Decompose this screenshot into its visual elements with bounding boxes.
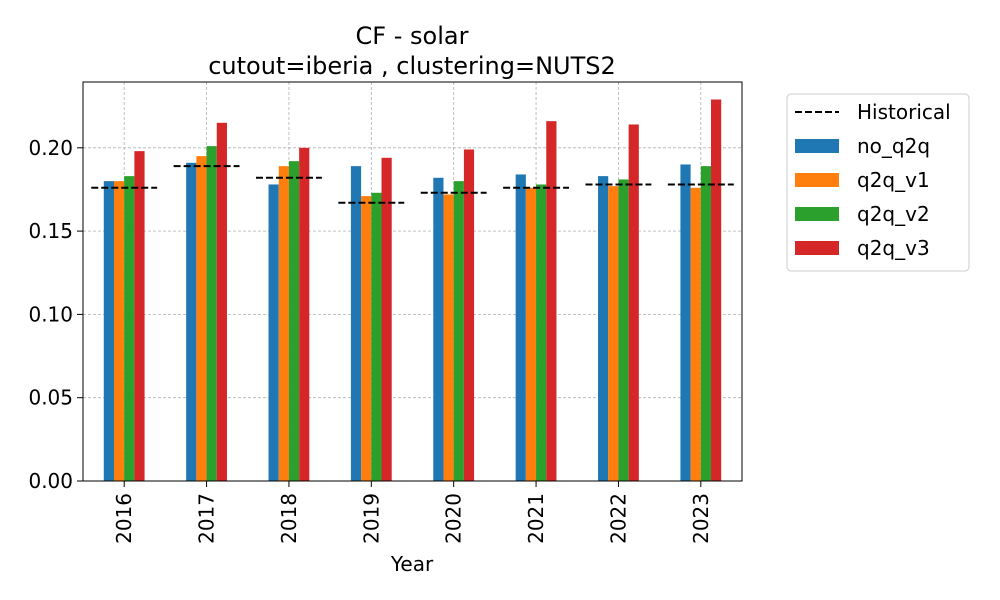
- bar-q2q_v1-2019: [361, 196, 372, 481]
- plot-frame: [82, 81, 743, 482]
- bar-q2q_v3-2018: [299, 147, 310, 481]
- x-tick-label: 2022: [606, 493, 630, 544]
- bar-q2q_v2-2020: [453, 181, 464, 482]
- x-tick-label: 2019: [359, 493, 383, 544]
- legend-frame: [786, 93, 970, 272]
- bar-q2q_v3-2017: [216, 122, 227, 481]
- x-tick-label: 2021: [524, 493, 548, 544]
- x-tick-label: 2023: [689, 493, 713, 544]
- bar-q2q_v3-2023: [711, 99, 722, 482]
- legend-label-q2q_v2: q2q_v2: [857, 202, 930, 226]
- bar-no_q2q-2019: [350, 166, 362, 481]
- bar-q2q_v3-2016: [134, 151, 145, 481]
- x-tick-label: 2016: [112, 493, 136, 544]
- y-axis: 0.00 0.05 0.10 0.15 0.20: [28, 136, 83, 493]
- x-tick-label: 2018: [277, 493, 301, 544]
- bar-q2q_v2-2019: [371, 192, 382, 482]
- legend-label-q2q_v1: q2q_v1: [857, 168, 930, 192]
- bar-q2q_v2-2018: [288, 161, 300, 481]
- x-tick-label: 2017: [195, 493, 219, 544]
- y-tick-label: 0.05: [28, 386, 73, 410]
- bar-q2q_v2-2016: [124, 176, 135, 481]
- legend-swatch-q2q_v3: [795, 241, 839, 255]
- bar-q2q_v3-2022: [628, 124, 639, 482]
- legend-historical-label: Historical: [857, 100, 951, 124]
- bar-q2q_v2-2021: [536, 184, 547, 481]
- bar-no_q2q-2018: [268, 184, 279, 481]
- bar-q2q_v1-2023: [690, 187, 701, 482]
- y-tick-label: 0.10: [28, 302, 73, 326]
- x-axis: 2016 2017 2018 2019 2020 2021 2022 2023: [112, 481, 713, 544]
- y-tick-label: 0.15: [28, 219, 73, 243]
- bar-q2q_v3-2020: [463, 149, 475, 482]
- chart-subtitle: cutout=iberia , clustering=NUTS2: [208, 52, 616, 80]
- bar-q2q_v1-2020: [443, 194, 454, 481]
- bar-q2q_v1-2016: [113, 181, 125, 482]
- legend: Historical no_q2q q2q_v1 q2q_v2 q2q_v3: [786, 93, 970, 272]
- y-tick-label: 0.00: [28, 469, 73, 493]
- bars-layer: [103, 99, 722, 482]
- chart-title: CF - solar: [356, 22, 469, 50]
- bar-q2q_v1-2022: [608, 186, 619, 481]
- y-tick-label: 0.20: [28, 136, 73, 160]
- legend-swatch-q2q_v2: [795, 207, 839, 221]
- bar-no_q2q-2021: [515, 174, 526, 482]
- historical-layer: [91, 165, 734, 204]
- bar-no_q2q-2016: [103, 181, 114, 482]
- bar-no_q2q-2017: [186, 162, 197, 482]
- legend-swatch-no_q2q: [795, 139, 839, 153]
- bar-q2q_v2-2023: [700, 166, 712, 481]
- x-axis-label: Year: [390, 552, 434, 576]
- bar-q2q_v1-2021: [525, 187, 537, 482]
- bar-q2q_v2-2017: [206, 146, 217, 481]
- bar-no_q2q-2020: [433, 177, 444, 481]
- bar-no_q2q-2023: [680, 164, 691, 481]
- bar-q2q_v1-2018: [278, 166, 289, 481]
- x-tick-label: 2020: [442, 493, 466, 544]
- bar-no_q2q-2022: [598, 176, 609, 481]
- bar-q2q_v1-2017: [196, 156, 207, 482]
- legend-items: Historical no_q2q q2q_v1 q2q_v2 q2q_v3: [795, 100, 951, 260]
- legend-label-no_q2q: no_q2q: [857, 134, 930, 158]
- bar-q2q_v2-2022: [618, 179, 629, 481]
- legend-label-q2q_v3: q2q_v3: [857, 236, 930, 260]
- bar-q2q_v3-2019: [381, 157, 392, 481]
- legend-swatch-q2q_v1: [795, 173, 839, 187]
- bar-q2q_v3-2021: [546, 121, 557, 481]
